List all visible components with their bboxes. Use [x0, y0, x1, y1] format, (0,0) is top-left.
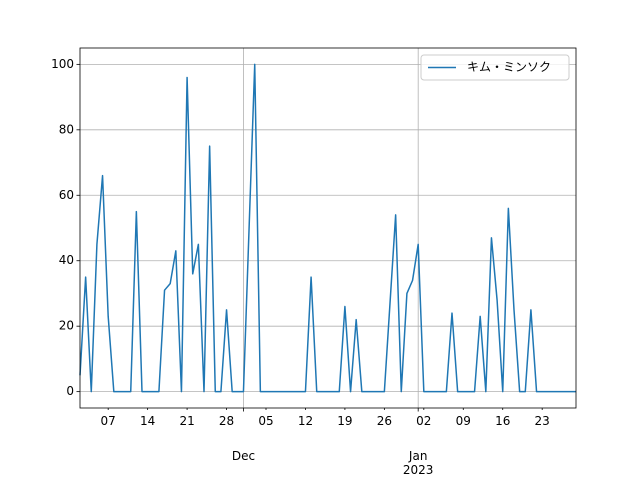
x-tick-label: 19: [337, 414, 352, 428]
x-tick-label-line: 21: [179, 414, 194, 428]
x-tick-label: 07: [101, 414, 116, 428]
x-tick-label: 12: [298, 414, 313, 428]
y-tick-label: 80: [59, 122, 74, 136]
x-tick-label-line: 07: [101, 414, 116, 428]
x-tick-label-line: 09: [456, 414, 471, 428]
x-tick-label: 09: [456, 414, 471, 428]
x-tick-label-line: 2023: [403, 463, 434, 477]
x-tick-label: Jan 2023: [403, 449, 434, 477]
x-tick-label: 05: [258, 414, 273, 428]
x-tick-label-line: 23: [535, 414, 550, 428]
x-tick-label-line: 19: [337, 414, 352, 428]
x-tick-label-line: 02: [416, 414, 431, 428]
x-tick-label: 21: [179, 414, 194, 428]
plot-frame: [79, 47, 577, 409]
x-tick-label: Dec: [232, 449, 255, 463]
x-tick-label-line: 14: [140, 414, 155, 428]
x-tick-label: 28: [219, 414, 234, 428]
x-tick-label: 16: [495, 414, 510, 428]
x-tick-label-line: 28: [219, 414, 234, 428]
y-tick-label: 100: [51, 57, 74, 71]
x-tick-label: 23: [535, 414, 550, 428]
x-tick-label-line: 26: [377, 414, 392, 428]
x-tick-label-line: Dec: [232, 449, 255, 463]
x-tick-label-line: 12: [298, 414, 313, 428]
x-tick-label: 02: [416, 414, 431, 428]
data-line: [79, 63, 576, 393]
y-tick-label: 20: [59, 319, 74, 333]
legend-label: キム・ミンソク: [467, 60, 551, 74]
legend: キム・ミンソク: [420, 54, 570, 81]
x-tick-label: 14: [140, 414, 155, 428]
y-tick-label: 40: [59, 253, 74, 267]
x-tick-label-line: 05: [258, 414, 273, 428]
x-tick-label: 26: [377, 414, 392, 428]
x-tick-label-line: 16: [495, 414, 510, 428]
y-tick-label: 60: [59, 188, 74, 202]
legend-box: [420, 54, 570, 81]
y-tick-label: 0: [66, 384, 74, 398]
x-tick-label-line: Jan: [408, 449, 428, 463]
